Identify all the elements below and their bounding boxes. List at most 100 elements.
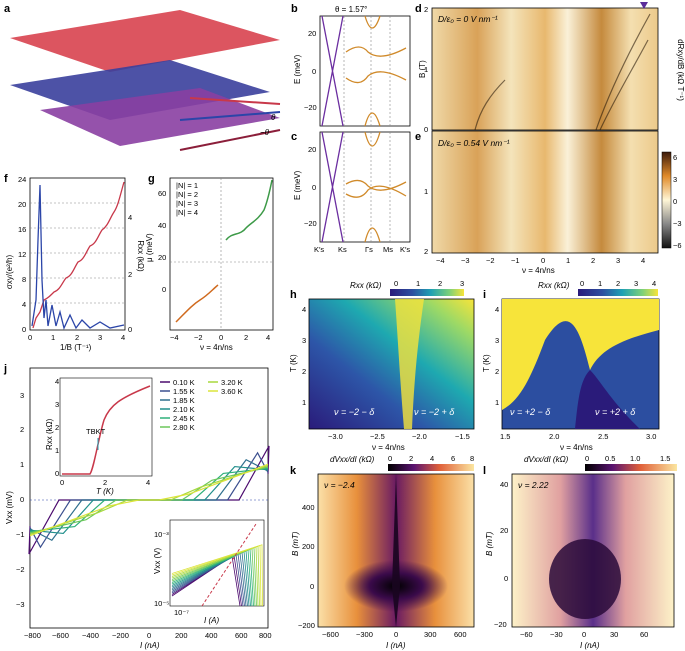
inset1-xtick-0: 0 [60, 478, 64, 487]
panel-e-xtick-3: 3 [616, 256, 620, 265]
panel-h-ytick-1: 1 [302, 398, 306, 407]
panel-l-ytick-40: 40 [500, 480, 508, 489]
panel-f-ytick-16: 16 [18, 225, 26, 234]
panel-e-cbar-0: 0 [673, 197, 677, 206]
panel-c-xtick-kprime2: K′s [400, 245, 410, 254]
inset2-xlabel: I (A) [204, 616, 219, 625]
panel-e-xlabel: ν = 4n/ns [522, 266, 555, 275]
panel-h-colorbar [390, 289, 464, 296]
panel-l-xtick-30: 30 [610, 630, 618, 639]
panel-b-ytick-m20: −20 [304, 103, 317, 112]
panel-k-ytick-0: 0 [310, 582, 314, 591]
panel-e-label: e [415, 131, 421, 143]
panel-f-ytick-8: 8 [22, 275, 26, 284]
neg-theta-label: −θ [260, 128, 270, 137]
panel-h-xtick-m15: −1.5 [455, 432, 470, 441]
panel-k-ytick-400: 400 [302, 503, 315, 512]
panel-j-xtick-m200: −200 [112, 631, 129, 640]
panel-j-xlabel: I (nA) [140, 641, 160, 650]
panel-k-colorbar [388, 464, 474, 471]
inset1-ytick-4: 4 [55, 377, 59, 386]
panel-b-label: b [291, 3, 298, 15]
legend-entry: 2.10 K [173, 405, 195, 414]
panel-g-ylabel: μ (meV) [145, 233, 154, 262]
panel-k-xtick-300: 300 [424, 630, 437, 639]
panel-h-ann-left: ν = −2 − δ [334, 407, 375, 417]
panel-c-xtick-gamma: Γs [365, 245, 373, 254]
panel-j-ytick-m3: −3 [16, 600, 25, 609]
panel-l-ytick-20: 20 [500, 526, 508, 535]
panel-j-xtick-800: 800 [259, 631, 272, 640]
panel-j-xtick-m400: −400 [82, 631, 99, 640]
panel-i-xtick-30: 3.0 [646, 432, 656, 441]
panel-h-cbar-2: 2 [438, 279, 442, 288]
panel-f-xtick-3: 3 [98, 333, 102, 342]
panel-e-xtick-4: 4 [641, 256, 645, 265]
panel-i-ylabel: T (K) [482, 354, 491, 372]
panel-k-xtick-600: 600 [454, 630, 467, 639]
panel-h-xlabel: ν = 4n/ns [372, 443, 405, 452]
panel-i-yellow-region [502, 299, 659, 410]
legend-entry: 2.45 K [173, 414, 195, 423]
panel-l-dark-core [549, 539, 621, 619]
panel-b: b θ = 1.57° E (meV) 20 0 −20 [291, 3, 411, 127]
panel-f-ytick-0: 0 [22, 325, 26, 334]
panel-d-label: d [415, 3, 422, 15]
panel-l-cbar-10: 1.0 [630, 454, 640, 463]
panel-k-ytick-200: 200 [302, 542, 315, 551]
rxx-t-curve [62, 385, 151, 475]
panel-k-xtick-0: 0 [394, 630, 398, 639]
tbkt-label: TBKT [86, 427, 106, 436]
panel-l-ytick-m20: −20 [494, 620, 507, 629]
panel-i-ann-left: ν = +2 − δ [510, 407, 551, 417]
panel-e-colorbar [661, 151, 672, 249]
theta-label: θ [271, 113, 276, 122]
panel-j-xtick-m800: −800 [24, 631, 41, 640]
panel-g-ytick-0: 0 [162, 285, 166, 294]
g-legend-n1: |N| = 1 [176, 181, 198, 190]
panel-l-cbar-label: dVxx/dI (kΩ) [524, 455, 569, 464]
panel-j: j TBKT Rxx (kΩ) 4 3 2 1 0 0 2 4 T (K) 0.… [3, 363, 272, 650]
flat-bands-c [345, 131, 407, 243]
panel-k-ytick-m200: −200 [298, 621, 315, 630]
panel-k-cbar-label: dVxx/dI (kΩ) [330, 455, 375, 464]
mu-branch-neg [175, 284, 219, 323]
panel-d-cbar-label: dRxy/dB (kΩ T⁻¹) [676, 39, 685, 101]
panel-k-xtick-m600: −600 [322, 630, 339, 639]
panel-c-label: c [291, 131, 297, 143]
iv-curves [28, 445, 270, 555]
panel-g-xtick-m4: −4 [170, 333, 179, 342]
panel-h-cbar-label: Rxx (kΩ) [350, 281, 382, 290]
panel-e-xtick-1: 1 [566, 256, 570, 265]
panel-c-ytick-m20: −20 [304, 219, 317, 228]
inset1-ytick-1: 1 [55, 446, 59, 455]
panel-c-ytick-20: 20 [308, 145, 316, 154]
panel-i-cbar-1: 1 [598, 279, 602, 288]
panel-d-ytick-0: 0 [424, 125, 428, 134]
panel-k-label: k [290, 465, 297, 477]
panel-j-ytick-3: 3 [20, 391, 24, 400]
panel-b-ylabel: E (meV) [293, 54, 302, 84]
panel-g-label: g [148, 173, 155, 185]
panel-k-cbar-4: 4 [430, 454, 434, 463]
panel-e-xtick-m1: −1 [511, 256, 520, 265]
panel-l-xtick-60: 60 [640, 630, 648, 639]
panel-j-xtick-0: 0 [147, 631, 151, 640]
panel-l-cbar-0: 0 [585, 454, 589, 463]
panel-i: i Rxx (kΩ) 0 1 2 3 4 ν = +2 − δ ν = +2 +… [482, 279, 660, 452]
panel-l-label: l [483, 465, 486, 477]
panel-h-ytick-4: 4 [302, 305, 306, 314]
lattice-layer-bottom [40, 88, 280, 146]
inset1-xtick-4: 4 [146, 478, 150, 487]
panel-f-ytick-24: 24 [18, 175, 26, 184]
panel-j-ylabel: Vxx (mV) [5, 491, 14, 524]
panel-j-ytick-2: 2 [20, 425, 24, 434]
inset2-ylabel: Vxx (V) [153, 547, 162, 574]
panel-i-cbar-3: 3 [634, 279, 638, 288]
panel-e: e D/ε₀ = 0.54 V nm⁻¹ 1 2 −4 −3 −2 −1 0 1… [415, 130, 682, 275]
mu-branch-pos [225, 179, 273, 241]
panel-k-cbar-0: 0 [388, 454, 392, 463]
lattice-layer-top [10, 10, 280, 72]
panel-e-xtick-0: 0 [541, 256, 545, 265]
panel-i-cbar-label: Rxx (kΩ) [538, 281, 570, 290]
